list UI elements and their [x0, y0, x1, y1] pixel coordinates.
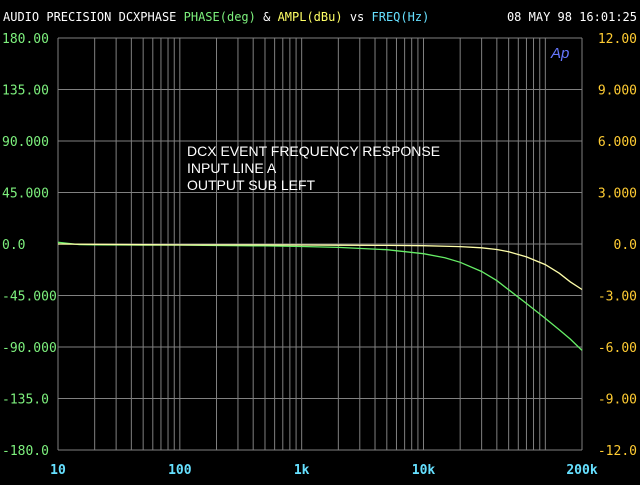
- header-ampl-label: AMPL(dBu): [278, 10, 343, 24]
- left-axis-phase: 180.00 135.00 90.000 45.000 0.0 -45.000 -90.00…: [2, 32, 57, 459]
- ap-logo: Ap: [550, 45, 569, 62]
- x-tick-label: 100: [168, 463, 192, 478]
- header-separator: &: [256, 10, 278, 24]
- right-axis-ampl: 12.00 9.000 6.000 3.000 0.0 -3.00 -6.00 -9.00 -1…: [598, 32, 637, 459]
- annotation-line: OUTPUT SUB LEFT: [187, 177, 316, 193]
- plot-traces: [57, 241, 583, 351]
- x-tick-label: 1k: [294, 463, 310, 478]
- ampl-trace: [57, 243, 583, 291]
- phase-trace: [57, 241, 583, 351]
- right-tick-label: -6.00: [598, 341, 637, 356]
- left-tick-label: 135.00: [2, 84, 49, 99]
- chart-header: AUDIO PRECISION DCXPHASE PHASE(deg) & AM…: [3, 10, 429, 24]
- annotation-line: DCX EVENT FREQUENCY RESPONSE: [187, 143, 440, 159]
- right-tick-label: 0.0: [614, 238, 637, 253]
- left-tick-label: 0.0: [2, 238, 25, 253]
- left-tick-label: -45.000: [2, 290, 57, 305]
- left-tick-label: 45.000: [2, 187, 49, 202]
- right-tick-label: 6.000: [598, 135, 637, 150]
- right-tick-label: 12.00: [598, 32, 637, 47]
- right-tick-label: -12.0: [598, 444, 637, 459]
- header-prefix: AUDIO PRECISION DCXPHASE: [3, 10, 184, 24]
- right-tick-label: -9.00: [598, 393, 637, 408]
- right-tick-label: 9.000: [598, 84, 637, 99]
- right-tick-label: -3.00: [598, 290, 637, 305]
- x-tick-label: 200k: [566, 463, 597, 478]
- left-tick-label: -90.000: [2, 341, 57, 356]
- header-timestamp: 08 MAY 98 16:01:25: [507, 10, 637, 24]
- header-phase-label: PHASE(deg): [184, 10, 256, 24]
- annotation-line: INPUT LINE A: [187, 160, 277, 176]
- left-tick-label: 180.00: [2, 32, 49, 47]
- header-freq-label: FREQ(Hz): [372, 10, 430, 24]
- left-tick-label: 90.000: [2, 135, 49, 150]
- left-tick-label: -180.0: [2, 444, 49, 459]
- x-axis-frequency: 10 100 1k 10k 200k: [50, 463, 598, 478]
- left-tick-label: -135.0: [2, 393, 49, 408]
- header-vs: vs: [343, 10, 372, 24]
- x-tick-label: 10k: [412, 463, 436, 478]
- x-tick-label: 10: [50, 463, 66, 478]
- right-tick-label: 3.000: [598, 187, 637, 202]
